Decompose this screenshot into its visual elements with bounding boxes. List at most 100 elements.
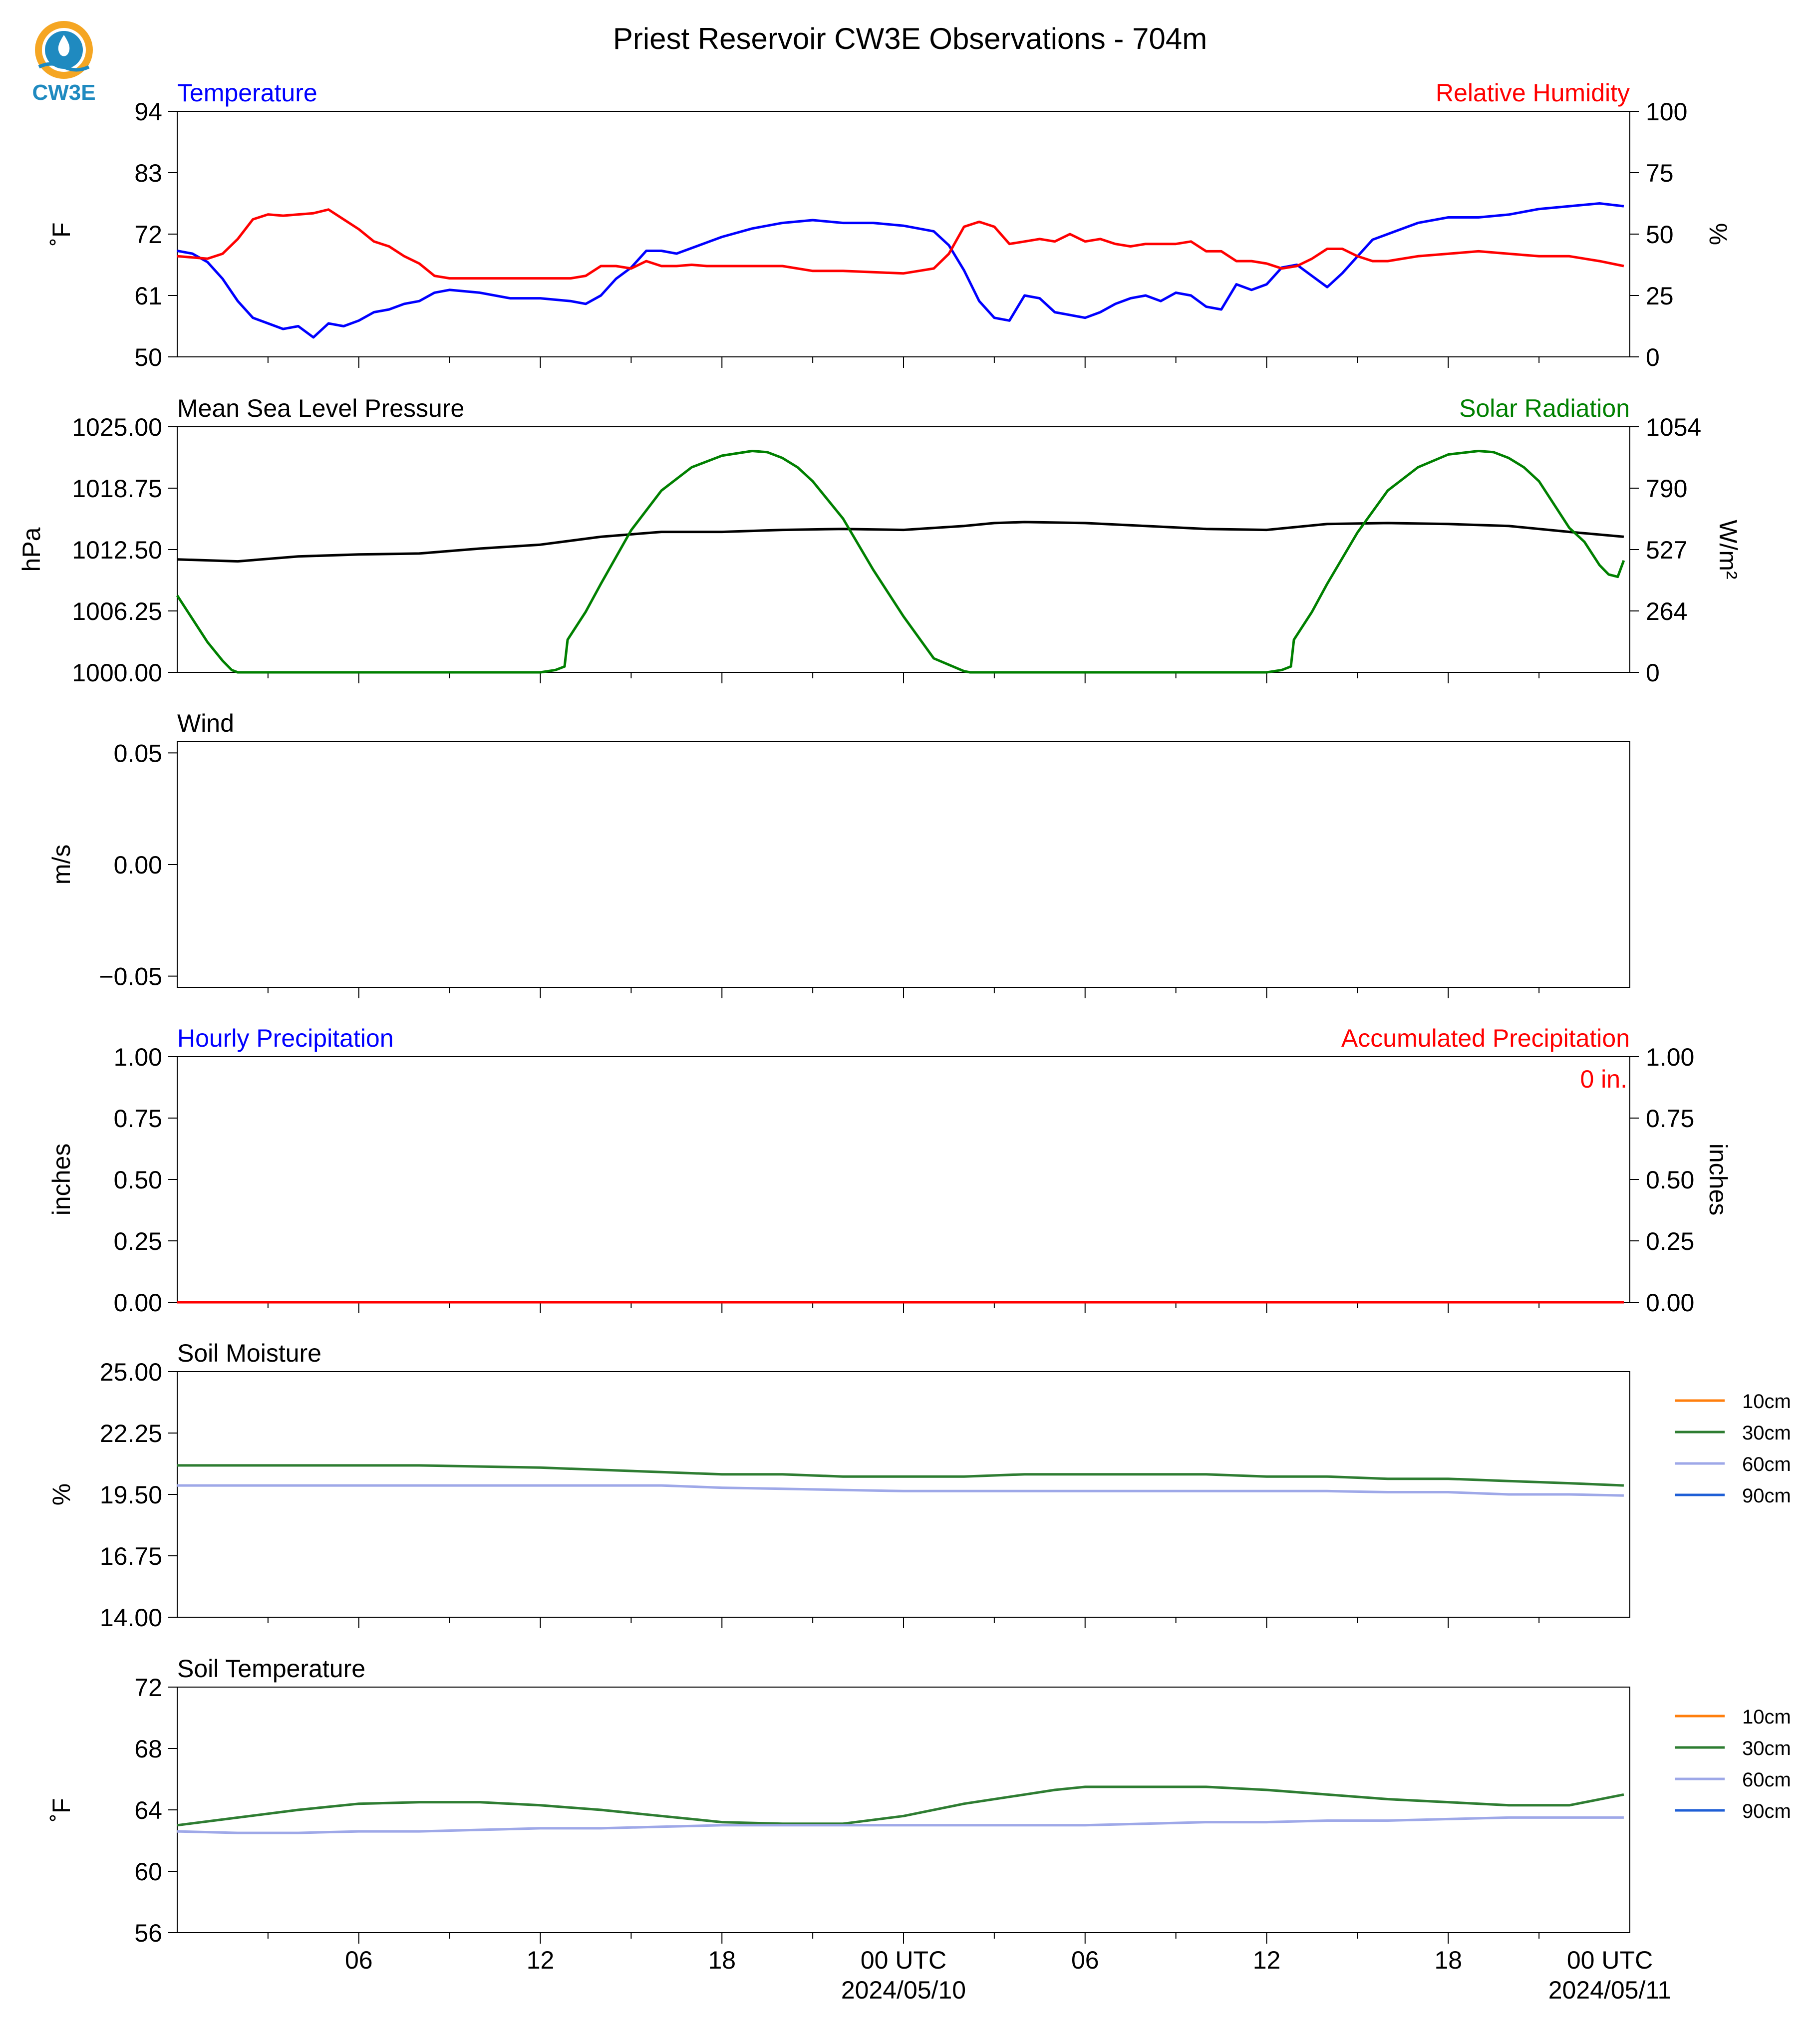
y-tick-label-right: 264 xyxy=(1646,597,1687,625)
y-tick-label-left: −0.05 xyxy=(99,963,162,991)
panel-title-right: Accumulated Precipitation xyxy=(1341,1024,1630,1052)
panel-soil_moist: 14.00 16.75 19.50 22.25 25.00 Soil Moisture% 1… xyxy=(47,1339,1791,1632)
y-tick-label-left: 94 xyxy=(134,98,162,126)
y-axis-label-right: W/m² xyxy=(1714,520,1742,579)
y-tick-label-left: 22.25 xyxy=(100,1420,162,1448)
plot-frame xyxy=(177,111,1630,357)
x-tick-label: 00 UTC xyxy=(861,1946,946,1974)
y-tick-label-left: 0.05 xyxy=(114,739,162,767)
panel-soil_temp: 56 60 64 68 72 Soil Temperature ˚F 10cm 30cm 60cm… xyxy=(47,1655,1791,1947)
y-tick-label-right: 75 xyxy=(1646,159,1674,187)
y-tick-label-right: 1054 xyxy=(1646,413,1701,441)
legend-label: 90cm xyxy=(1742,1800,1791,1822)
y-tick-label-right: 0.75 xyxy=(1646,1105,1694,1133)
legend-label: 10cm xyxy=(1742,1706,1791,1728)
legend-label: 30cm xyxy=(1742,1422,1791,1444)
y-axis-label-left: ˚F xyxy=(47,222,75,246)
legend-label: 30cm xyxy=(1742,1738,1791,1759)
panel-title-left: Soil Temperature xyxy=(177,1655,365,1683)
cw3e-logo: CW3E xyxy=(29,19,99,105)
y-tick-label-left: 14.00 xyxy=(100,1604,162,1632)
x-tick-label: 18 xyxy=(1434,1946,1462,1974)
y-tick-label-right: 0.00 xyxy=(1646,1289,1694,1317)
plot-frame xyxy=(177,1056,1630,1303)
plot-frame xyxy=(177,741,1630,988)
series-line-0 xyxy=(177,521,1624,563)
y-axis-label-left: m/s xyxy=(47,845,75,885)
panel-wind: −0.05 0.00 0.05 Wind m/s xyxy=(47,709,1630,998)
y-tick-label-left: 1.00 xyxy=(114,1043,162,1071)
panel-title-right: Relative Humidity xyxy=(1436,79,1630,107)
series-line-60cm xyxy=(177,1484,1624,1497)
y-tick-label-right: 527 xyxy=(1646,536,1687,564)
x-date-label: 2024/05/11 xyxy=(1548,1976,1672,2004)
y-tick-label-right: 0 xyxy=(1646,659,1660,687)
x-tick-label: 12 xyxy=(1253,1946,1281,1974)
y-tick-label-left: 72 xyxy=(134,221,162,249)
y-tick-label-left: 0.25 xyxy=(114,1227,162,1255)
y-tick-label-left: 1006.25 xyxy=(72,597,162,625)
y-tick-label-left: 50 xyxy=(134,343,162,371)
y-axis-label-right: inches xyxy=(1704,1144,1732,1216)
y-tick-label-left: 25.00 xyxy=(100,1358,162,1386)
x-tick-label: 18 xyxy=(708,1946,736,1974)
series-line-1 xyxy=(176,450,1625,674)
y-tick-label-left: 56 xyxy=(134,1919,162,1947)
y-tick-label-left: 0.00 xyxy=(114,851,162,879)
series-line-60cm xyxy=(177,1816,1624,1834)
x-tick-label: 00 UTC xyxy=(1567,1946,1653,1974)
panel-precip: 0.00 0.25 0.50 0.75 1.00 0.00 0.25 0.50 0.75 1.00… xyxy=(47,1024,1732,1317)
y-tick-label-left: 0.00 xyxy=(114,1289,162,1317)
plot-frame xyxy=(177,426,1630,673)
series-line-30cm xyxy=(177,1785,1624,1827)
legend-label: 90cm xyxy=(1742,1485,1791,1507)
y-tick-label-left: 1000.00 xyxy=(72,659,162,687)
y-axis-label-right: % xyxy=(1704,223,1732,245)
y-tick-label-right: 1.00 xyxy=(1646,1043,1694,1071)
logo-text: CW3E xyxy=(32,80,95,104)
y-tick-label-left: 0.50 xyxy=(114,1166,162,1194)
chart-title: Priest Reservoir CW3E Observations - 704… xyxy=(613,22,1207,55)
legend-label: 10cm xyxy=(1742,1391,1791,1413)
y-tick-label-right: 25 xyxy=(1646,282,1674,310)
y-tick-label-left: 72 xyxy=(134,1674,162,1702)
series-line-1 xyxy=(177,208,1624,280)
y-axis-label-left: inches xyxy=(47,1144,75,1216)
y-tick-label-right: 100 xyxy=(1646,98,1687,126)
x-tick-label: 06 xyxy=(1071,1946,1099,1974)
panel-title-left: Wind xyxy=(177,709,234,737)
panel-title-left: Temperature xyxy=(177,79,317,107)
y-tick-label-left: 0.75 xyxy=(114,1105,162,1133)
y-tick-label-left: 1025.00 xyxy=(72,413,162,441)
y-axis-label-left: % xyxy=(47,1483,75,1505)
x-tick-label: 06 xyxy=(345,1946,373,1974)
y-tick-label-right: 0.50 xyxy=(1646,1166,1694,1194)
y-tick-label-left: 83 xyxy=(134,159,162,187)
plot-frame xyxy=(177,1687,1630,1933)
legend-label: 60cm xyxy=(1742,1769,1791,1791)
precip-total-annotation: 0 in. xyxy=(1580,1065,1627,1093)
y-tick-label-left: 19.50 xyxy=(100,1481,162,1509)
y-tick-label-right: 790 xyxy=(1646,475,1687,503)
panel-title-left: Soil Moisture xyxy=(177,1339,321,1367)
legend-label: 60cm xyxy=(1742,1453,1791,1475)
y-tick-label-right: 50 xyxy=(1646,221,1674,249)
series-line-0 xyxy=(177,202,1624,339)
panel-temp_rh: 50 61 72 83 94 0 25 50 75 100 Temperature Relative … xyxy=(47,79,1732,371)
y-tick-label-left: 68 xyxy=(134,1735,162,1763)
panel-title-left: Hourly Precipitation xyxy=(177,1024,394,1052)
y-tick-label-right: 0 xyxy=(1646,343,1660,371)
panel-pressure_solar: 1000.00 1006.25 1012.50 1018.75 1025.00 0 264 5… xyxy=(17,394,1742,687)
series-line-30cm xyxy=(177,1464,1624,1487)
x-tick-label: 12 xyxy=(527,1946,555,1974)
x-date-label: 2024/05/10 xyxy=(841,1976,966,2004)
y-tick-label-left: 61 xyxy=(134,282,162,310)
y-tick-label-left: 60 xyxy=(134,1858,162,1886)
panel-title-right: Solar Radiation xyxy=(1459,394,1630,422)
y-tick-label-right: 0.25 xyxy=(1646,1227,1694,1255)
panel-title-left: Mean Sea Level Pressure xyxy=(177,394,464,422)
y-tick-label-left: 1018.75 xyxy=(72,475,162,503)
y-tick-label-left: 16.75 xyxy=(100,1542,162,1570)
y-tick-label-left: 64 xyxy=(134,1796,162,1824)
